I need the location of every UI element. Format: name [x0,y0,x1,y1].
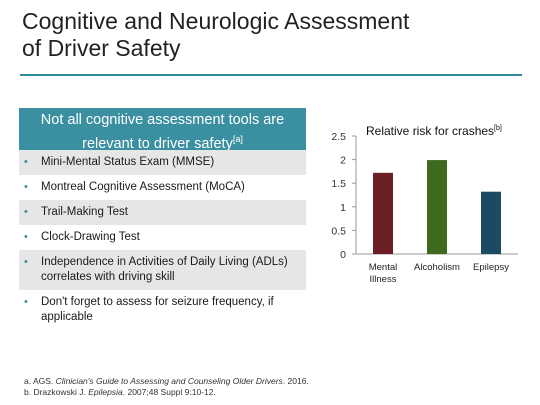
bullet-item: • Don't forget to assess for seizure freq… [19,290,306,330]
bullet-text: Montreal Cognitive Assessment (MoCA) [41,181,245,193]
slide-title-line2: of Driver Safety [22,35,181,61]
y-tick-label: 1.5 [331,178,346,190]
box-header-line1: Not all cognitive assessment tools are [40,112,285,128]
bar [427,160,447,254]
bullet-icon: • [24,181,28,193]
bullet-icon: • [24,206,28,218]
box-header-line2: relevant to driver safety[a] [19,130,306,154]
bullet-item: • Montreal Cognitive Assessment (MoCA) [19,175,306,200]
footnote-a: a. AGS. Clinician's Guide to Assessing a… [24,376,309,387]
chart-title-ref: [b] [494,125,502,132]
bullet-text: Clock-Drawing Test [41,231,140,243]
y-tick-label: 0 [340,249,346,261]
bullet-item: • Trail-Making Test [19,200,306,225]
x-category-label: Illness [370,274,397,285]
bullet-text: Don't forget to assess for seizure frequ… [41,296,274,323]
bullet-item: • Clock-Drawing Test [19,225,306,250]
x-category-label: Epilepsy [473,262,509,273]
bar [373,172,393,254]
y-tick-label: 2.5 [331,131,346,143]
bar [481,191,501,254]
bullet-item: • Mini-Mental Status Exam (MMSE) [19,150,306,175]
footnotes: a. AGS. Clinician's Guide to Assessing a… [24,376,309,398]
bullet-icon: • [24,156,28,168]
footnote-b: b. Drazkowski J. Epilepsia. 2007;48 Supp… [24,387,309,398]
bullet-icon: • [24,231,28,243]
box-header: Not all cognitive assessment tools are r… [19,108,306,152]
x-category-label: Mental [369,262,398,273]
slide-title-line1: Cognitive and Neurologic Assessment [22,8,410,34]
y-tick-label: 2 [340,155,346,167]
y-tick-label: 1 [340,202,346,214]
footnote-b-journal: Epilepsia [88,387,123,397]
bullet-text: Trail-Making Test [41,206,128,218]
slide-title: Cognitive and Neurologic Assessment of D… [22,8,522,62]
footnote-a-prefix: a. AGS. [24,376,56,386]
bullet-list: • Mini-Mental Status Exam (MMSE) • Montrea… [19,150,306,330]
footnote-a-title: Clinician's Guide to Assessing and Couns… [55,376,283,386]
bullet-text: Independence in Activities of Daily Livi… [41,256,288,283]
bullet-item: • Independence in Activities of Daily Liv… [19,250,306,290]
y-tick-label: 0.5 [331,225,346,237]
footnote-b-suffix: . 2007;48 Suppl 9:10-12. [122,387,216,397]
bullet-icon: • [24,296,28,308]
footnote-b-prefix: b. Drazkowski J. [24,387,89,397]
x-category-label: Alcoholism [414,262,460,273]
box-header-ref: [a] [232,134,243,144]
title-divider [20,74,522,76]
chart-title: Relative risk for crashes[b] [366,124,502,138]
footnote-a-suffix: . 2016. [282,376,309,386]
chart-title-text: Relative risk for crashes [366,124,495,138]
bullet-text: Mini-Mental Status Exam (MMSE) [41,156,215,168]
box-header-line2-text: relevant to driver safety [82,135,233,152]
bullet-icon: • [24,256,28,268]
